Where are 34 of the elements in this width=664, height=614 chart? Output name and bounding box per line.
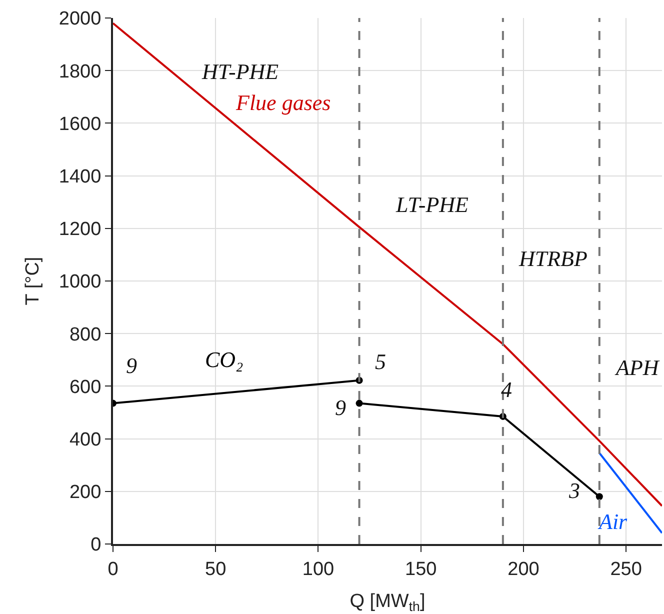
annotation: APH	[614, 355, 660, 380]
y-tick-label: 1400	[58, 166, 102, 188]
y-tick-label: 2000	[58, 8, 102, 30]
y-tick-label: 200	[69, 482, 102, 504]
annotation: 9	[126, 353, 137, 378]
annotation: 3	[568, 478, 580, 503]
line-series	[113, 22, 662, 507]
y-axis-title: T [°C]	[22, 256, 44, 306]
annotation: 4	[501, 377, 512, 402]
y-tick-label: 1600	[58, 114, 102, 135]
x-tick-label: 0	[108, 558, 118, 580]
x-tick-label: 150	[405, 558, 437, 580]
annotation: 9	[335, 395, 346, 420]
annotation: 5	[375, 349, 386, 374]
annotation: HTRBP	[518, 246, 588, 271]
point	[596, 493, 603, 500]
y-tick-label: 1800	[58, 61, 102, 82]
y-tick-label: 0	[90, 534, 102, 556]
x-tick-label: 250	[610, 558, 642, 580]
y-tick-label: 800	[69, 324, 102, 346]
x-axis-title: Q [MW$_{th}$]	[350, 591, 426, 614]
annotation: HT-PHE	[201, 59, 280, 84]
series-label: CO₂	[205, 347, 244, 372]
x-tick-label: 200	[508, 558, 540, 580]
point	[356, 400, 363, 407]
annotation: LT-PHE	[395, 192, 470, 217]
series-label: Air	[597, 509, 628, 534]
x-tick-label: 100	[302, 558, 334, 580]
y-tick-label: 400	[69, 429, 102, 450]
x-tick-label: 50	[205, 558, 226, 580]
y-tick-label: 1200	[58, 219, 102, 240]
y-tick-label: 1000	[58, 272, 102, 293]
y-tick-label: 600	[69, 376, 102, 398]
series-label: Flue gases	[235, 90, 331, 115]
